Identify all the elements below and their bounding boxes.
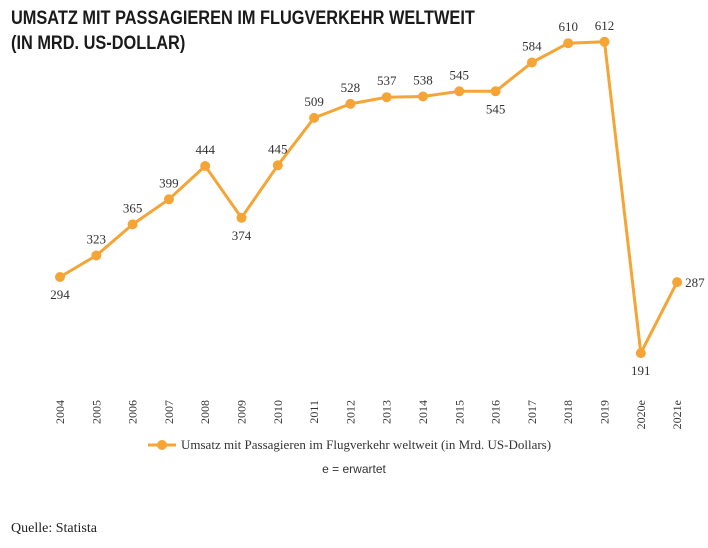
data-label: 612 — [595, 18, 615, 33]
x-tick-label: 2017 — [525, 400, 539, 424]
data-point — [672, 277, 683, 288]
data-point — [163, 194, 174, 205]
legend-note: e = erwartet — [322, 462, 386, 476]
data-point — [454, 86, 465, 97]
data-label: 399 — [159, 175, 179, 190]
source-note: Quelle: Statista — [11, 521, 97, 536]
chart-title: UMSATZ MIT PASSAGIEREN IM FLUGVERKEHR WE… — [11, 6, 475, 56]
data-point — [345, 98, 356, 109]
data-point — [55, 272, 65, 282]
data-label: 537 — [377, 73, 397, 88]
data-point — [599, 36, 610, 47]
data-label: 545 — [486, 101, 506, 116]
x-tick-label: 2018 — [561, 400, 575, 424]
data-labels-group: 294 323 365 399 444 374 445 509 528 537 538 545 545 5… — [50, 18, 705, 378]
data-label: 294 — [50, 287, 70, 302]
series-line — [59, 40, 679, 355]
x-axis-ticks-group: 2004 2005 2006 2007 2008 2009 2010 2011 2012 2013… — [53, 400, 684, 429]
data-point — [91, 250, 102, 261]
x-tick-label: 2014 — [416, 400, 430, 424]
data-label: 444 — [195, 142, 215, 157]
legend-label: Umsatz mit Passagieren im Flugverkehr we… — [181, 437, 552, 452]
data-point — [127, 219, 138, 230]
x-tick-label: 2008 — [198, 400, 212, 424]
data-label: 445 — [268, 141, 288, 156]
data-point — [635, 348, 646, 359]
series-line-group — [59, 40, 679, 355]
legend-marker — [148, 440, 176, 450]
data-label: 584 — [522, 39, 542, 54]
data-label: 365 — [123, 200, 143, 215]
x-tick-label: 2015 — [452, 400, 466, 424]
data-label: 545 — [450, 67, 470, 82]
data-label: 287 — [685, 275, 705, 290]
data-point — [563, 38, 574, 49]
x-tick-label: 2007 — [162, 400, 176, 424]
data-point — [418, 91, 428, 102]
data-point — [309, 112, 320, 123]
legend-dot — [157, 440, 167, 450]
x-tick-label: 2019 — [598, 400, 612, 424]
data-point — [200, 161, 211, 171]
data-label: 538 — [413, 73, 433, 88]
data-point — [236, 212, 247, 223]
chart-title-line-2: (IN MRD. US-DOLLAR) — [11, 33, 186, 54]
chart-title-line-1: UMSATZ MIT PASSAGIEREN IM FLUGVERKEHR WE… — [11, 8, 475, 29]
x-tick-label: 2016 — [489, 400, 503, 424]
x-tick-label: 2021e — [670, 400, 684, 429]
x-tick-label: 2009 — [235, 400, 249, 424]
data-label: 528 — [341, 80, 361, 95]
data-label: 610 — [558, 19, 578, 34]
data-point — [490, 86, 501, 97]
x-tick-label: 2004 — [53, 400, 67, 424]
x-tick-label: 2020e — [634, 400, 648, 429]
data-point — [526, 57, 537, 68]
x-tick-label: 2010 — [271, 400, 285, 424]
x-tick-label: 2013 — [380, 400, 394, 424]
data-point — [381, 92, 392, 103]
data-point — [272, 160, 283, 171]
data-label: 509 — [304, 94, 324, 109]
x-tick-label: 2011 — [307, 400, 321, 424]
x-tick-label: 2006 — [126, 400, 140, 424]
data-label: 191 — [631, 363, 651, 378]
data-points-group — [55, 36, 683, 359]
data-label: 323 — [87, 232, 107, 247]
data-label: 374 — [232, 228, 252, 243]
x-tick-label: 2012 — [343, 400, 357, 424]
x-tick-label: 2005 — [89, 400, 103, 424]
